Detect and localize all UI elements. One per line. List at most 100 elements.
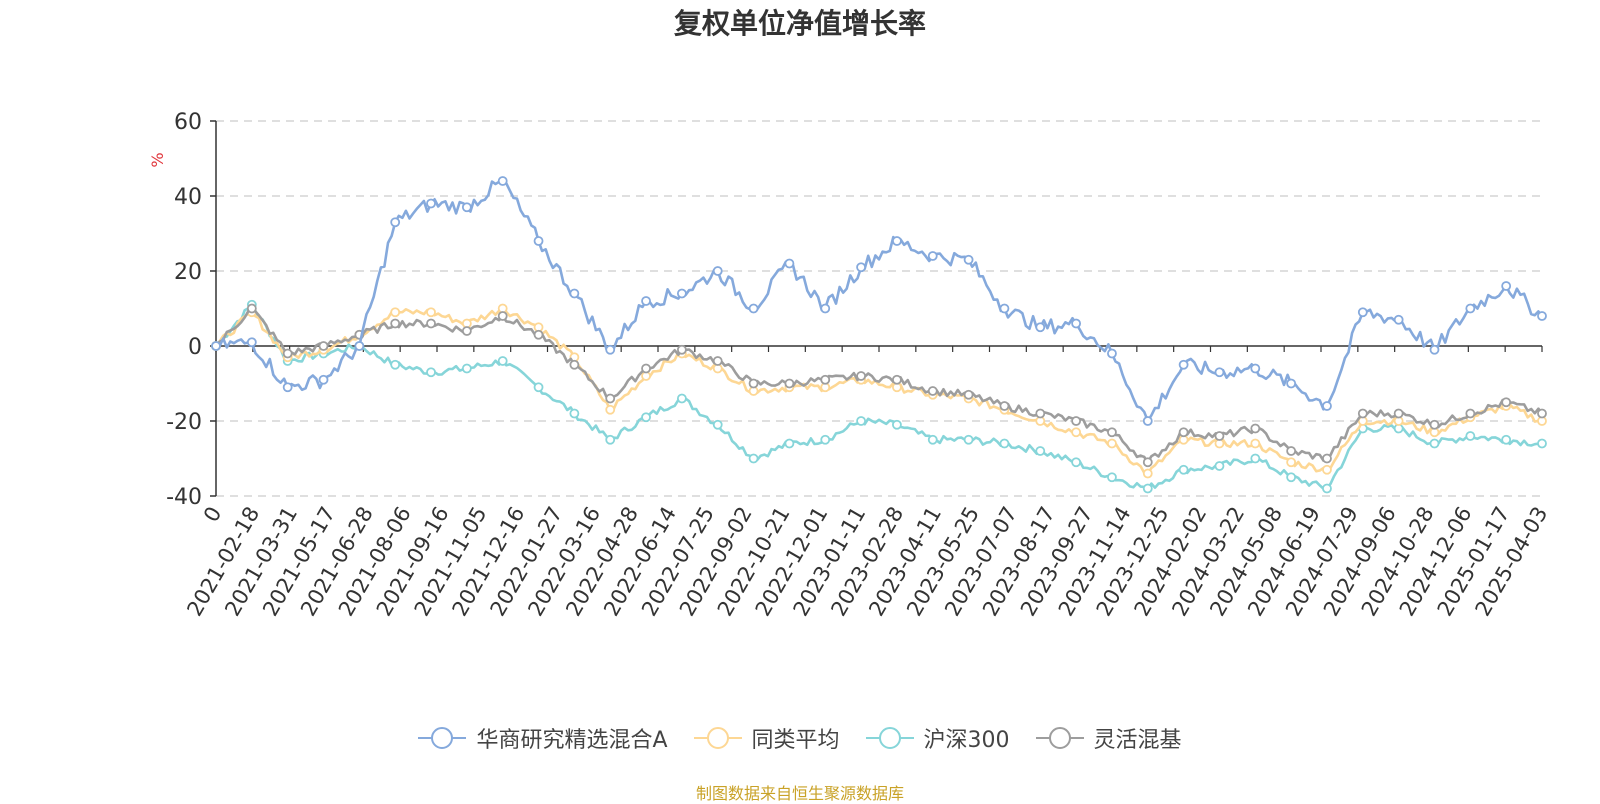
data-point[interactable] <box>963 389 974 400</box>
data-point[interactable] <box>497 176 508 186</box>
data-point[interactable] <box>1286 472 1297 483</box>
data-point[interactable] <box>927 386 938 396</box>
data-point[interactable] <box>1214 461 1225 471</box>
data-point[interactable] <box>784 438 795 449</box>
data-point[interactable] <box>318 341 329 351</box>
data-point[interactable] <box>1142 457 1153 468</box>
data-point[interactable] <box>712 356 723 366</box>
data-point[interactable] <box>426 367 436 378</box>
data-point[interactable] <box>1286 446 1297 456</box>
data-point[interactable] <box>748 453 759 464</box>
data-point[interactable] <box>748 378 759 389</box>
data-point[interactable] <box>784 378 795 389</box>
data-point[interactable] <box>748 303 759 314</box>
data-point[interactable] <box>1250 453 1261 464</box>
data-point[interactable] <box>390 359 401 370</box>
data-point[interactable] <box>497 356 508 366</box>
data-point[interactable] <box>1142 416 1153 426</box>
data-point[interactable] <box>676 393 687 404</box>
data-point[interactable] <box>1071 427 1082 438</box>
data-point[interactable] <box>246 337 257 348</box>
data-point[interactable] <box>282 382 293 393</box>
data-point[interactable] <box>426 318 436 329</box>
data-point[interactable] <box>1537 408 1547 419</box>
data-point[interactable] <box>820 434 831 445</box>
data-point[interactable] <box>1178 464 1189 475</box>
legend-item-hs300[interactable]: 沪深300 <box>865 722 1010 754</box>
data-point[interactable] <box>1429 344 1440 355</box>
data-point[interactable] <box>1465 431 1476 441</box>
data-point[interactable] <box>605 434 616 445</box>
data-point[interactable] <box>963 254 974 265</box>
data-point[interactable] <box>1142 483 1153 494</box>
data-point[interactable] <box>1393 314 1404 325</box>
data-point[interactable] <box>641 363 651 374</box>
data-point[interactable] <box>390 318 401 329</box>
data-point[interactable] <box>1393 408 1404 419</box>
data-point[interactable] <box>354 341 365 351</box>
data-point[interactable] <box>856 371 866 381</box>
data-point[interactable] <box>1071 416 1082 426</box>
data-point[interactable] <box>1357 408 1368 419</box>
data-point[interactable] <box>1250 438 1261 449</box>
data-point[interactable] <box>461 326 472 336</box>
data-point[interactable] <box>426 198 436 209</box>
data-point[interactable] <box>1071 457 1082 468</box>
data-point[interactable] <box>712 266 723 276</box>
data-point[interactable] <box>390 217 401 228</box>
data-point[interactable] <box>1035 408 1046 419</box>
data-point[interactable] <box>1465 303 1476 314</box>
data-point[interactable] <box>820 374 831 385</box>
data-point[interactable] <box>533 236 544 246</box>
data-point[interactable] <box>712 419 723 430</box>
data-point[interactable] <box>1501 397 1512 408</box>
data-point[interactable] <box>497 311 508 321</box>
data-point[interactable] <box>1214 431 1225 441</box>
data-point[interactable] <box>927 434 938 445</box>
data-point[interactable] <box>892 236 902 246</box>
data-point[interactable] <box>1250 363 1261 374</box>
data-point[interactable] <box>1286 378 1297 389</box>
data-point[interactable] <box>641 412 651 423</box>
data-point[interactable] <box>999 438 1010 449</box>
data-point[interactable] <box>211 341 221 351</box>
data-point[interactable] <box>1501 281 1512 291</box>
data-point[interactable] <box>1322 483 1332 494</box>
data-point[interactable] <box>461 363 472 374</box>
data-point[interactable] <box>569 288 580 299</box>
data-point[interactable] <box>569 408 580 419</box>
data-point[interactable] <box>569 359 580 370</box>
data-point[interactable] <box>641 296 651 306</box>
data-point[interactable] <box>390 307 401 318</box>
data-point[interactable] <box>1178 359 1189 370</box>
data-point[interactable] <box>820 303 831 314</box>
data-point[interactable] <box>676 344 687 355</box>
data-point[interactable] <box>784 258 795 269</box>
data-point[interactable] <box>1107 427 1117 438</box>
data-point[interactable] <box>1322 401 1332 411</box>
data-point[interactable] <box>927 251 938 261</box>
data-point[interactable] <box>1142 468 1153 479</box>
data-point[interactable] <box>461 202 472 213</box>
data-point[interactable] <box>1357 307 1368 318</box>
data-point[interactable] <box>246 303 257 314</box>
data-point[interactable] <box>318 374 329 385</box>
data-point[interactable] <box>892 374 902 385</box>
data-point[interactable] <box>1214 367 1225 378</box>
data-point[interactable] <box>1107 438 1117 449</box>
data-point[interactable] <box>892 419 902 430</box>
legend-item-flex[interactable]: 灵活混基 <box>1035 722 1182 754</box>
data-point[interactable] <box>1429 438 1440 449</box>
data-point[interactable] <box>1501 434 1512 445</box>
data-point[interactable] <box>1071 318 1082 329</box>
data-point[interactable] <box>1107 472 1117 483</box>
data-point[interactable] <box>1322 464 1332 475</box>
data-point[interactable] <box>676 288 687 299</box>
data-point[interactable] <box>1178 427 1189 438</box>
data-point[interactable] <box>282 348 293 359</box>
data-point[interactable] <box>533 329 544 340</box>
data-point[interactable] <box>1537 311 1547 321</box>
data-point[interactable] <box>963 434 974 445</box>
data-point[interactable] <box>1465 408 1476 419</box>
data-point[interactable] <box>1537 438 1547 449</box>
